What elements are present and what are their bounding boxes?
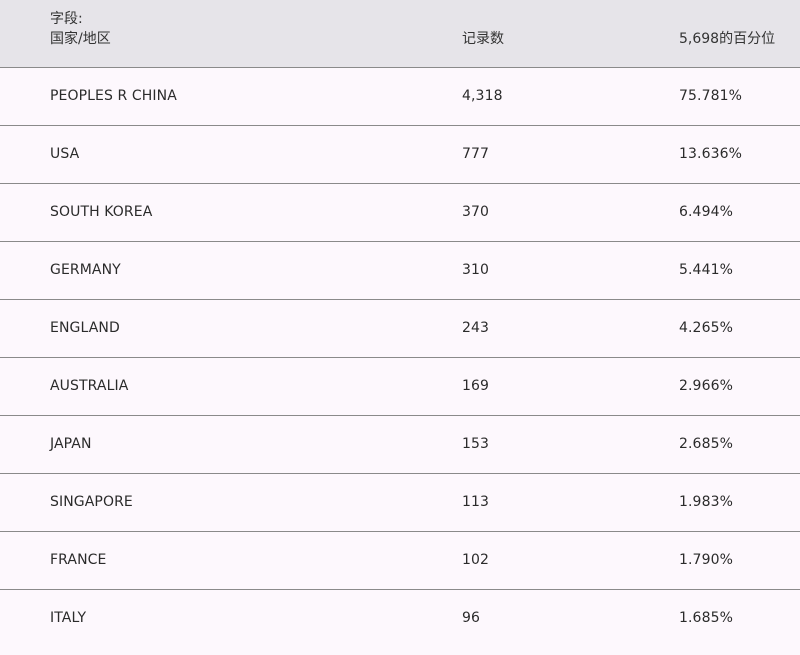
count-cell: 4,318: [462, 67, 679, 126]
column-header-percentage: 5,698的百分位: [679, 0, 800, 68]
count-cell: 96: [462, 610, 481, 627]
country-cell: GERMANY: [0, 241, 462, 300]
country-cell: ENGLAND: [0, 299, 462, 358]
count-cell: 113: [462, 473, 679, 532]
count-cell: 169: [462, 357, 679, 416]
percent-cell: 5.441%: [679, 241, 800, 300]
percent-cell: 75.781%: [679, 67, 800, 126]
country-cell: USA: [0, 125, 462, 184]
count-cell: 310: [462, 241, 679, 300]
table-row: ITALY 96 1.685%: [0, 589, 800, 647]
country-cell: FRANCE: [0, 531, 462, 590]
table-row: GERMANY 310 5.441%: [0, 241, 800, 300]
table-row: AUSTRALIA 169 2.966%: [0, 357, 800, 416]
percent-cell: 4.265%: [679, 299, 800, 358]
table-header: 字段: 国家/地区 记录数 5,698的百分位: [0, 0, 800, 68]
country-cell: SINGAPORE: [0, 473, 462, 532]
header-row: 字段: 国家/地区 记录数 5,698的百分位: [0, 0, 800, 68]
percent-cell: 6.494%: [679, 183, 800, 242]
percent-cell: 1.685%: [679, 610, 733, 627]
percent-cell: 1.983%: [679, 473, 800, 532]
table-row: SINGAPORE 113 1.983%: [0, 473, 800, 532]
percent-cell: 13.636%: [679, 125, 800, 184]
count-cell: 243: [462, 299, 679, 358]
count-cell: 370: [462, 183, 679, 242]
country-cell: SOUTH KOREA: [0, 183, 462, 242]
country-cell: JAPAN: [0, 415, 462, 474]
table-row: ENGLAND 243 4.265%: [0, 299, 800, 358]
column-header-field: 字段: 国家/地区: [0, 0, 462, 68]
country-cell: PEOPLES R CHINA: [0, 67, 462, 126]
percent-cell: 2.685%: [679, 415, 800, 474]
count-cell: 777: [462, 125, 679, 184]
column-header-record-count: 记录数: [462, 0, 679, 68]
table-row: SOUTH KOREA 370 6.494%: [0, 183, 800, 242]
table-row: USA 777 13.636%: [0, 125, 800, 184]
field-label: 字段:: [50, 10, 83, 27]
table-row: JAPAN 153 2.685%: [0, 415, 800, 474]
count-cell: 102: [462, 531, 679, 590]
field-name: 国家/地区: [50, 30, 111, 47]
table-body: PEOPLES R CHINA 4,318 75.781% USA 777 13…: [0, 67, 800, 647]
country-cell: AUSTRALIA: [0, 357, 462, 416]
country-cell: ITALY: [50, 610, 87, 627]
count-cell: 153: [462, 415, 679, 474]
percent-cell: 1.790%: [679, 531, 800, 590]
percent-cell: 2.966%: [679, 357, 800, 416]
table-row: FRANCE 102 1.790%: [0, 531, 800, 590]
table-row: PEOPLES R CHINA 4,318 75.781%: [0, 67, 800, 126]
